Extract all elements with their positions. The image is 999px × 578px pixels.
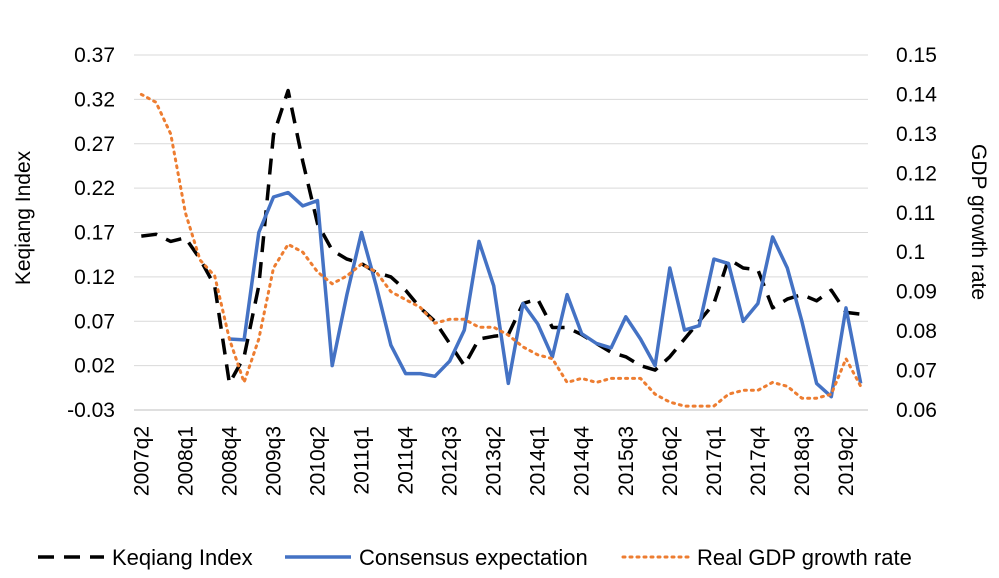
- left-tick-label: 0.02: [74, 355, 115, 378]
- left-tick-label: 0.12: [74, 266, 115, 289]
- x-tick-label: 2008q1: [174, 426, 197, 496]
- x-tick-label: 2018q3: [791, 426, 814, 496]
- left-tick-label: 0.32: [74, 88, 115, 111]
- x-tick-label: 2016q2: [659, 426, 682, 496]
- left-tick-label: 0.22: [74, 177, 115, 200]
- right-tick-label: 0.15: [896, 44, 937, 67]
- series-line-real-gdp-growth-rate: [139, 92, 863, 408]
- right-tick-label: 0.1: [896, 241, 925, 264]
- x-tick-label: 2010q2: [307, 426, 330, 496]
- right-tick-label: 0.14: [896, 83, 937, 106]
- x-tick-label: 2011q4: [395, 426, 418, 495]
- right-tick-label: 0.11: [896, 202, 935, 225]
- x-tick-label: 2014q4: [571, 426, 594, 496]
- x-tick-label: 2009q3: [262, 426, 285, 496]
- x-tick-label: 2019q2: [835, 426, 858, 496]
- right-tick-label: 0.13: [896, 123, 937, 146]
- x-tick-label: 2017q4: [747, 426, 770, 496]
- left-tick-label: 0.37: [74, 44, 115, 67]
- legend-label: Consensus expectation: [359, 545, 588, 570]
- x-tick-label: 2014q1: [527, 426, 550, 496]
- x-tick-label: 2013q2: [483, 426, 506, 496]
- left-tick-label: -0.03: [67, 399, 115, 422]
- left-tick-label: 0.17: [74, 222, 115, 245]
- x-tick-label: 2008q4: [218, 426, 241, 496]
- x-axis-ticks: 2007q2 2008q1 2008q4 2009q3 2010q2 2011q1 2011…: [130, 426, 858, 496]
- x-tick-label: 2017q1: [703, 426, 726, 496]
- x-tick-label: 2012q3: [439, 426, 462, 496]
- left-axis-ticks: -0.03 0.02 0.07 0.12 0.17 0.22 0.27 0.32 0.37: [67, 44, 115, 422]
- gridlines: [134, 54, 868, 411]
- right-tick-label: 0.08: [896, 320, 937, 343]
- x-tick-label: 2007q2: [130, 426, 153, 496]
- series-line-keqiang-index: [141, 88, 861, 386]
- x-tick-label: 2011q1: [351, 426, 374, 495]
- legend-label: Real GDP growth rate: [697, 545, 912, 570]
- x-tick-label: 2015q3: [615, 426, 638, 496]
- legend: Keqiang Index Consensus expectation Real G…: [38, 545, 912, 570]
- right-tick-label: 0.06: [896, 399, 937, 422]
- series-line-consensus-expectation: [229, 190, 863, 399]
- right-tick-label: 0.12: [896, 162, 937, 185]
- right-axis-ticks: 0.06 0.07 0.08 0.09 0.1 0.11 0.12 0.13 0.14 0.15: [896, 44, 937, 422]
- left-tick-label: 0.07: [74, 310, 115, 333]
- right-tick-label: 0.07: [896, 360, 937, 383]
- left-axis-title: Keqiang Index: [12, 150, 35, 285]
- series-lines: [139, 88, 863, 408]
- left-tick-label: 0.27: [74, 133, 115, 156]
- legend-label: Keqiang Index: [112, 545, 253, 570]
- right-tick-label: 0.09: [896, 281, 937, 304]
- right-axis-title: GDP growth rate: [967, 144, 990, 300]
